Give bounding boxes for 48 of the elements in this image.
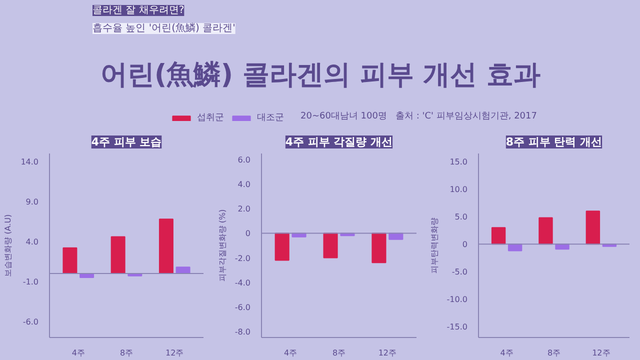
y-axis-title: 피부탄력변화량 [430,218,439,274]
bar [158,218,174,274]
y-tick-label: -15.0 [446,322,468,332]
source-note: 출처 : 'C' 피부임상시험기관, 2017 [396,112,537,122]
chart-title: 8주 피부 탄력 개선 [506,136,602,148]
y-tick-label: 14.0 [20,158,38,166]
x-tick-label: 12주 [592,348,610,358]
y-tick-label: 10.0 [450,185,468,194]
y-axis-title: 피부각질변화량 (%) [218,209,227,282]
x-tick-label: 4주 [500,348,514,358]
y-axis-title: 보습변화량 (A.U) [4,214,13,277]
y-tick-label: -4.0 [234,278,250,288]
y-tick-label: 2.0 [238,204,251,214]
x-tick-label: 4주 [284,348,298,358]
legend-label: 대조군 [257,112,284,124]
y-tick-label: -6.0 [234,302,250,312]
y-tick-label: -5.0 [452,268,468,277]
y-tick-label: 15.0 [450,158,468,167]
bar [491,227,506,245]
bar [586,210,600,245]
text: 흡수율 높인 '어린(魚鱗) 콜라겐' [92,22,236,34]
y-tick-label: 0 [245,229,251,238]
x-tick-label: 8주 [120,348,134,358]
y-tick-label: 0 [462,240,468,250]
x-tick-label: 8주 [332,348,346,358]
bar [538,217,553,245]
x-tick-label: 12주 [378,348,397,358]
chart-title: 4주 피부 각질량 개선 [285,136,393,148]
y-tick-label: 9.0 [26,198,39,206]
y-tick-label: -8.0 [234,327,250,336]
y-tick-label: -2.0 [234,254,250,263]
y-tick-label: 4.0 [26,238,39,246]
y-tick-label: -6.0 [22,318,38,326]
bar [62,247,78,274]
text: 20~60대남녀 100명 [300,112,387,122]
y-tick-label: 6.0 [238,156,251,165]
x-tick-label: 4주 [72,348,85,358]
x-tick-label: 8주 [547,348,561,358]
chart-title: 4주 피부 보습 [91,136,162,148]
text: 어린(魚鱗) 콜라겐의 피부 개선 효과 [100,60,541,90]
x-tick-label: 12주 [166,348,184,358]
y-tick-label: -10.0 [446,295,468,304]
bar [110,236,126,274]
legend-label: 섭취군 [197,112,224,124]
y-tick-label: -1.0 [22,278,38,286]
text: 콜라겐 잘 채우려면? [92,5,184,16]
y-tick-label: 4.0 [238,180,251,190]
y-tick-label: 5.0 [454,212,468,222]
